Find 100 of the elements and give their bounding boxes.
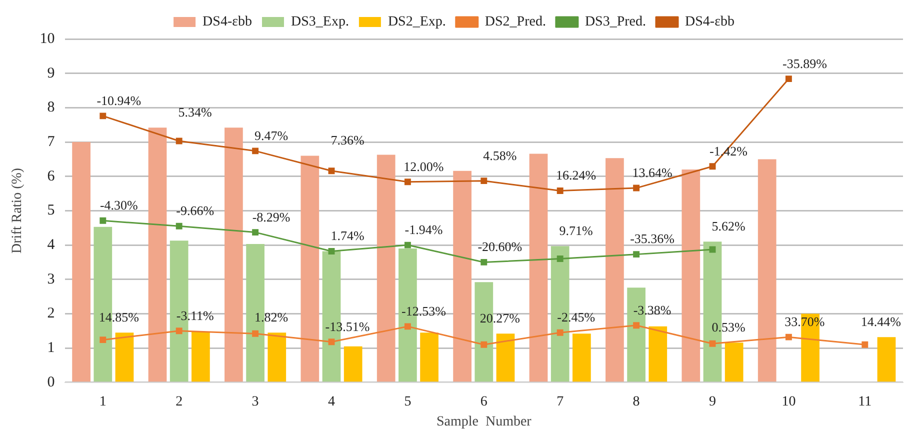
annotation: 7.36% (330, 132, 364, 148)
annotation: -1.94% (404, 222, 443, 237)
annotation: -2.45% (557, 310, 596, 325)
point (328, 338, 335, 346)
bar (572, 334, 591, 382)
bar (648, 326, 668, 382)
x-tick-label: 9 (709, 394, 716, 410)
annotation: 14.85% (98, 310, 140, 325)
y-axis-title: Drift Ratio (%) (10, 168, 26, 254)
point (100, 336, 106, 344)
bar (420, 332, 438, 382)
y-tick-label: 0 (47, 374, 55, 390)
annotation: 12.00% (404, 158, 444, 174)
point (404, 242, 411, 248)
point (404, 178, 411, 186)
annotation: 5.62% (712, 218, 746, 234)
legend-label: DS2_Pred. (484, 14, 546, 30)
bar (344, 346, 362, 382)
point (633, 251, 640, 258)
x-tick-label: 3 (252, 394, 259, 410)
annotation: 13.64% (632, 164, 673, 180)
point (404, 323, 411, 330)
bar (877, 337, 896, 382)
y-tick-label: 2 (47, 306, 55, 322)
point (328, 248, 335, 254)
point (785, 334, 792, 340)
annotation: -12.53% (401, 303, 446, 318)
annotation: -13.51% (325, 318, 370, 334)
annotation: -3.38% (633, 302, 672, 318)
legend-label: DS3_Exp. (290, 14, 349, 30)
annotation: -10.94% (96, 92, 142, 108)
bar (224, 128, 243, 382)
y-tick-label: 8 (47, 100, 55, 116)
annotation: -35.36% (630, 231, 675, 246)
point (709, 340, 716, 347)
annotation: 1.74% (330, 228, 364, 244)
point (100, 217, 106, 224)
legend-label: DS4-εbb (685, 14, 734, 30)
bar (192, 332, 210, 382)
bar (453, 170, 472, 382)
y-tick-label: 5 (47, 202, 55, 219)
point (862, 341, 868, 348)
bar (724, 342, 744, 382)
annotation: 14.44% (860, 314, 902, 329)
point (633, 184, 640, 192)
y-tick-label: 3 (47, 271, 55, 288)
point (633, 322, 640, 329)
point (709, 163, 716, 170)
point (176, 328, 182, 334)
point (785, 76, 792, 82)
x-tick-label: 4 (328, 394, 335, 410)
y-tick-label: 10 (40, 30, 55, 47)
point (252, 229, 259, 236)
annotation: 9.47% (254, 128, 288, 143)
x-tick-label: 5 (404, 394, 412, 410)
annotation: 16.24% (556, 168, 596, 183)
bar (496, 334, 515, 382)
point (709, 246, 716, 253)
annotation: -4.30% (100, 198, 138, 213)
annotation: 5.34% (178, 104, 212, 120)
bar (72, 142, 90, 382)
bar (682, 169, 700, 382)
bar (300, 156, 320, 382)
point (252, 148, 259, 154)
annotation: 1.82% (254, 310, 288, 325)
legend-label: DS3_Pred. (584, 14, 646, 30)
point (176, 138, 182, 144)
bar (376, 154, 396, 382)
y-tick-label: 1 (47, 340, 55, 356)
annotation: -20.60% (478, 239, 522, 254)
legend-label: DS2_Exp. (388, 14, 446, 30)
point (176, 222, 182, 230)
point (100, 112, 106, 120)
bar (758, 159, 776, 382)
annotation: -3.11% (176, 308, 214, 323)
legend-label: DS4-εbb (202, 14, 252, 30)
point (480, 178, 488, 184)
bar (529, 154, 548, 382)
bar (268, 332, 286, 382)
annotation: 0.53% (712, 319, 746, 334)
y-tick-label: 4 (47, 236, 56, 253)
point (556, 256, 564, 262)
y-tick-label: 9 (47, 65, 55, 82)
annotation: 4.58% (483, 148, 517, 163)
x-axis-title: Sample Number (436, 414, 532, 430)
y-tick-label: 7 (47, 134, 56, 150)
point (480, 258, 488, 266)
point (480, 341, 488, 348)
bar (606, 158, 624, 382)
point (556, 329, 564, 336)
annotation: 20.27% (480, 310, 520, 326)
x-tick-label: 11 (858, 394, 872, 410)
bar (148, 128, 167, 382)
annotation: -35.89% (782, 56, 828, 71)
x-tick-label: 2 (176, 394, 183, 410)
x-tick-label: 6 (480, 394, 488, 410)
x-tick-label: 7 (556, 394, 564, 410)
annotation: -9.66% (176, 203, 214, 218)
x-tick-label: 8 (632, 394, 640, 410)
bar (115, 332, 134, 382)
